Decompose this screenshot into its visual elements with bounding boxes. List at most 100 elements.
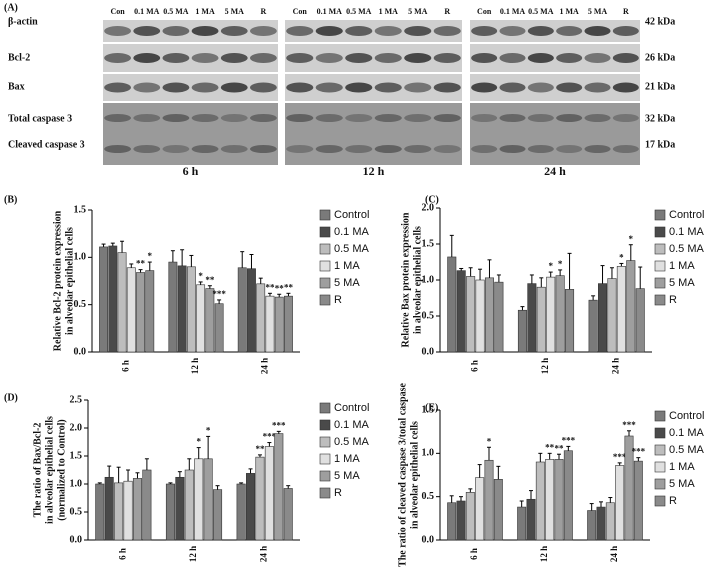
x-tick-label: 6 h bbox=[121, 360, 131, 372]
bar bbox=[484, 459, 494, 541]
significance: ** bbox=[545, 442, 555, 452]
blot-band bbox=[404, 53, 432, 63]
bar bbox=[517, 506, 527, 541]
lane-label: R bbox=[623, 7, 629, 16]
lane-label: 0.5 MA bbox=[528, 7, 554, 16]
bar bbox=[545, 459, 555, 541]
blot-bg bbox=[285, 44, 462, 72]
y-axis-label: in alveolar epithelial cells bbox=[409, 421, 420, 529]
bar bbox=[536, 286, 546, 353]
blot-band bbox=[345, 114, 373, 122]
bar bbox=[255, 456, 265, 541]
size-label: 21 kDa bbox=[645, 81, 675, 92]
y-tick-label: 1.0 bbox=[422, 274, 435, 285]
legend-swatch bbox=[319, 260, 331, 272]
legend-label: R bbox=[669, 294, 677, 306]
legend-swatch bbox=[654, 277, 666, 289]
bar bbox=[456, 500, 466, 541]
y-tick-label: 1.0 bbox=[422, 448, 435, 459]
blot-band bbox=[162, 114, 190, 122]
y-tick-label: 1.5 bbox=[422, 404, 435, 415]
blot-band bbox=[556, 145, 583, 153]
bar bbox=[175, 476, 185, 541]
significance: *** bbox=[212, 289, 226, 299]
blot-band bbox=[286, 53, 314, 63]
blot-bg bbox=[470, 133, 640, 165]
legend-label: 0.1 MA bbox=[334, 226, 370, 238]
legend-label: Control bbox=[334, 209, 369, 221]
legend-label: Control bbox=[669, 209, 704, 221]
bar bbox=[246, 473, 256, 541]
x-tick-label: 6 h bbox=[469, 360, 479, 372]
y-tick-label: 1.5 bbox=[74, 204, 87, 215]
y-tick-label: 0.0 bbox=[422, 534, 435, 545]
x-tick-label: 6 h bbox=[469, 548, 479, 560]
blot-band bbox=[612, 114, 639, 122]
blot-bg bbox=[103, 20, 278, 42]
blot-band bbox=[315, 53, 343, 63]
legend-swatch bbox=[319, 277, 331, 289]
lane-label: 0.1 MA bbox=[500, 7, 526, 16]
y-tick-label: 0.5 bbox=[422, 491, 435, 502]
blot-band bbox=[286, 82, 314, 93]
x-tick-label: 24 h bbox=[259, 546, 269, 562]
bar bbox=[633, 460, 643, 541]
blot-band bbox=[499, 82, 526, 93]
bar bbox=[123, 480, 133, 541]
y-tick-label: 0.0 bbox=[70, 534, 83, 545]
significance: *** bbox=[263, 432, 277, 442]
blot-band bbox=[162, 145, 190, 153]
blot-band bbox=[499, 53, 526, 63]
bar bbox=[142, 469, 152, 541]
blot-band bbox=[191, 82, 219, 93]
x-tick-label: 6 h bbox=[117, 548, 127, 560]
blot-band bbox=[220, 114, 248, 122]
y-tick-label: 1.0 bbox=[74, 252, 87, 263]
legend-label: 5 MA bbox=[334, 470, 360, 482]
blot-band bbox=[499, 26, 526, 36]
bar bbox=[136, 272, 145, 353]
legend-label: 0.1 MA bbox=[669, 226, 705, 238]
legend-label: Control bbox=[334, 402, 369, 414]
blot-band bbox=[315, 145, 343, 153]
blot-band bbox=[584, 82, 611, 93]
x-tick-label: 24 h bbox=[259, 358, 269, 374]
legend-label: 5 MA bbox=[669, 478, 695, 490]
bar bbox=[99, 246, 108, 353]
legend-swatch bbox=[654, 495, 666, 507]
blot-band bbox=[249, 82, 277, 93]
lane-label: 5 MA bbox=[408, 7, 428, 16]
blot-bg bbox=[470, 103, 640, 133]
y-axis-label: in alveolar epithelial cells bbox=[412, 226, 423, 334]
lane-label: Con bbox=[477, 7, 492, 16]
bar bbox=[456, 270, 466, 353]
bar bbox=[168, 261, 178, 353]
legend-swatch bbox=[319, 243, 331, 255]
blot-band bbox=[556, 26, 583, 36]
bar bbox=[607, 278, 617, 353]
blot-band bbox=[220, 53, 248, 63]
bar bbox=[517, 309, 527, 353]
bar bbox=[114, 482, 124, 541]
bar bbox=[104, 476, 114, 541]
y-axis-label: The ratio of cleaved caspase 3/total cas… bbox=[397, 383, 408, 567]
bar bbox=[555, 275, 565, 353]
blot-band bbox=[191, 114, 219, 122]
blot-bg bbox=[285, 103, 462, 133]
blot-band bbox=[104, 145, 131, 153]
blot-band bbox=[249, 114, 277, 122]
significance: * bbox=[629, 234, 634, 244]
significance: ** bbox=[136, 259, 146, 269]
blot-band bbox=[220, 145, 248, 153]
blot-band bbox=[612, 53, 639, 63]
bar bbox=[132, 478, 142, 541]
bar bbox=[274, 296, 284, 353]
bar bbox=[186, 266, 196, 353]
bar bbox=[264, 446, 274, 541]
lane-label: R bbox=[444, 7, 450, 16]
row-label: β-actin bbox=[8, 16, 38, 27]
y-tick-label: 1.5 bbox=[422, 238, 435, 249]
lane-label: Con bbox=[110, 7, 125, 16]
bar bbox=[447, 502, 457, 541]
bar bbox=[546, 276, 556, 353]
